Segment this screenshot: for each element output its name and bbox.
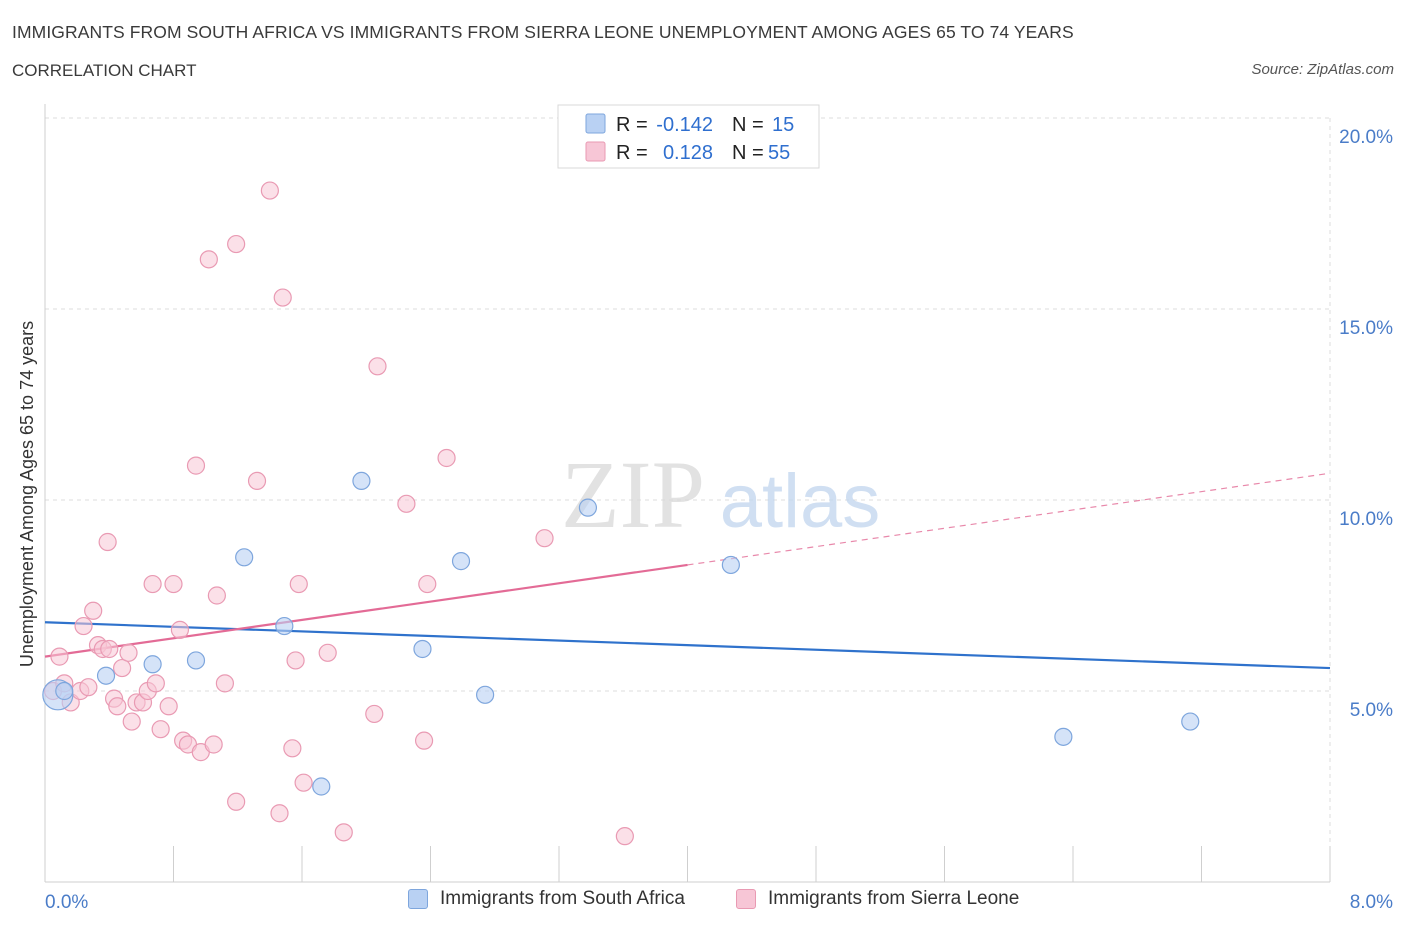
y-tick-label-2: 15.0% <box>1339 318 1393 339</box>
y-tick-label-3: 20.0% <box>1339 127 1393 148</box>
point-south-africa-12 <box>578 498 598 517</box>
bottom-legend-swatch-south-africa <box>408 889 428 909</box>
point-sierra-leone-43 <box>294 773 313 792</box>
watermark: ZIP atlas <box>561 441 880 548</box>
point-sierra-leone-52 <box>535 529 554 548</box>
point-sierra-leone-23 <box>159 697 178 716</box>
point-south-africa-13 <box>721 555 740 575</box>
bottom-legend-label-south-africa: Immigrants from South Africa <box>440 888 685 909</box>
point-sierra-leone-25 <box>170 620 190 639</box>
bottom-legend-label-sierra-leone: Immigrants from Sierra Leone <box>768 888 1020 909</box>
x-tick-label-0: 0.0% <box>45 892 88 913</box>
point-south-africa-15 <box>1181 712 1200 731</box>
point-sierra-leone-48 <box>397 494 416 513</box>
legend-n-value-1: 15 <box>772 114 794 136</box>
point-sierra-leone-41 <box>286 651 305 670</box>
data-points <box>42 181 1200 846</box>
trend-lines <box>44 472 1331 670</box>
bottom-legend: Immigrants from South Africa Immigrants … <box>0 888 1406 918</box>
point-sierra-leone-5 <box>74 616 93 636</box>
point-sierra-leone-44 <box>318 643 337 662</box>
bottom-legend-swatch-sierra-leone <box>736 889 756 909</box>
point-sierra-leone-50 <box>418 574 437 594</box>
y-tick-label-0: 5.0% <box>1350 700 1393 721</box>
point-sierra-leone-6 <box>79 678 98 697</box>
point-sierra-leone-20 <box>143 574 162 594</box>
point-south-africa-10 <box>451 552 471 571</box>
legend-n-value-2: 55 <box>768 142 790 164</box>
legend-r-label-2: R = <box>616 142 648 164</box>
point-sierra-leone-33 <box>215 674 234 693</box>
point-south-africa-2 <box>96 666 116 685</box>
bottom-legend-item-south-africa: Immigrants from South Africa <box>408 888 685 910</box>
legend-n-label-2: N = <box>732 142 764 164</box>
point-south-africa-1 <box>55 681 74 701</box>
point-sierra-leone-35 <box>227 792 246 811</box>
legend-r-value-1: -0.142 <box>656 114 713 136</box>
point-sierra-leone-16 <box>122 712 141 731</box>
point-sierra-leone-42 <box>289 574 308 594</box>
point-sierra-leone-1 <box>50 647 69 666</box>
point-sierra-leone-51 <box>437 448 456 468</box>
bottom-legend-item-sierra-leone: Immigrants from Sierra Leone <box>736 888 1019 910</box>
legend-swatch-south-africa <box>585 113 606 134</box>
point-sierra-leone-46 <box>365 704 384 724</box>
point-sierra-leone-7 <box>84 601 103 620</box>
point-south-africa-3 <box>143 655 162 674</box>
trendline-south-africa <box>44 621 1331 670</box>
point-sierra-leone-45 <box>334 823 353 842</box>
watermark-zip: ZIP <box>561 441 705 548</box>
legend-swatch-sierra-leone <box>585 141 606 162</box>
axes <box>44 104 1331 883</box>
point-sierra-leone-34 <box>227 234 246 254</box>
point-sierra-leone-39 <box>273 288 292 307</box>
trendline-sierra-leone-extension <box>687 472 1331 566</box>
point-sierra-leone-32 <box>207 586 226 605</box>
legend-r-label-1: R = <box>616 114 648 136</box>
y-axis-label: Unemployment Among Ages 65 to 74 years <box>17 321 37 667</box>
point-south-africa-6 <box>275 616 294 636</box>
trendline-sierra-leone <box>44 563 688 658</box>
point-sierra-leone-11 <box>98 532 117 552</box>
point-south-africa-5 <box>235 548 254 567</box>
point-sierra-leone-15 <box>119 643 138 662</box>
y-tick-label-1: 10.0% <box>1339 509 1393 530</box>
point-south-africa-7 <box>312 777 331 796</box>
point-south-africa-8 <box>352 471 371 490</box>
point-south-africa-9 <box>413 639 432 659</box>
watermark-atlas: atlas <box>720 459 881 544</box>
point-sierra-leone-14 <box>112 658 132 678</box>
point-sierra-leone-10 <box>100 639 119 659</box>
point-sierra-leone-31 <box>204 735 223 754</box>
point-south-africa-4 <box>186 651 206 670</box>
point-sierra-leone-28 <box>186 456 206 475</box>
point-sierra-leone-53 <box>615 827 634 846</box>
point-south-africa-14 <box>1054 727 1073 746</box>
x-tick-labels: 0.0% 8.0% <box>45 892 1393 913</box>
legend-r-value-2: 0.128 <box>663 142 713 164</box>
point-sierra-leone-37 <box>260 181 279 200</box>
point-sierra-leone-21 <box>146 674 165 693</box>
point-sierra-leone-36 <box>247 471 267 490</box>
stats-legend: R = -0.142 N = 15 R = 0.128 N = 55 <box>557 104 820 169</box>
point-sierra-leone-38 <box>270 804 289 823</box>
point-sierra-leone-30 <box>199 250 218 269</box>
chart-subtitle: CORRELATION CHART <box>12 61 197 80</box>
point-sierra-leone-22 <box>151 720 170 739</box>
point-sierra-leone-13 <box>108 697 127 716</box>
source-label: Source: ZipAtlas.com <box>1251 61 1394 78</box>
y-tick-labels: 5.0% 10.0% 15.0% 20.0% <box>1339 127 1393 721</box>
point-sierra-leone-49 <box>414 731 434 750</box>
x-tick-label-1: 8.0% <box>1350 892 1393 913</box>
point-sierra-leone-24 <box>164 574 183 594</box>
point-sierra-leone-40 <box>283 739 302 758</box>
legend-n-label-1: N = <box>732 114 764 136</box>
chart-title: IMMIGRANTS FROM SOUTH AFRICA VS IMMIGRAN… <box>12 22 1074 42</box>
point-south-africa-11 <box>476 685 495 704</box>
point-sierra-leone-47 <box>368 357 387 376</box>
